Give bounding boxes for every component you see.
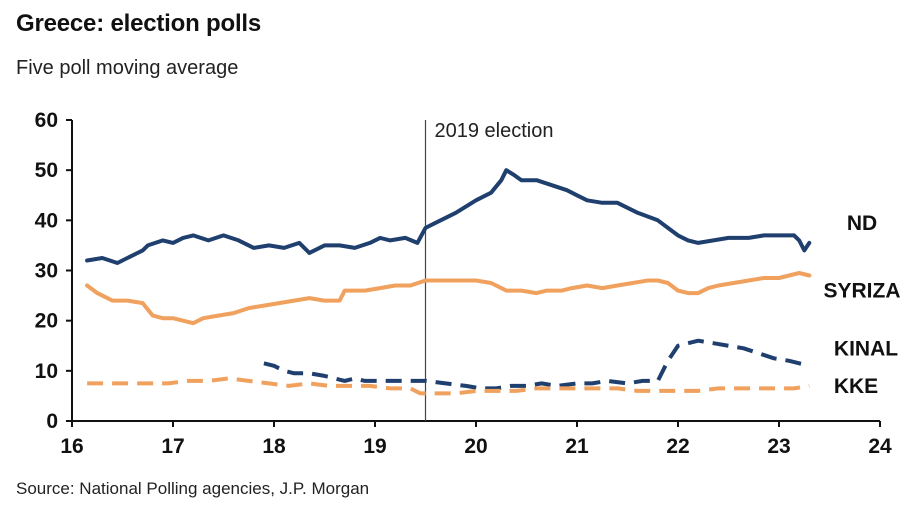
y-tick-label: 50 [35,159,58,182]
x-tick-label: 20 [464,435,487,458]
chart-subtitle: Five poll moving average [16,57,239,79]
y-tick-label: 0 [46,410,58,433]
series-label-nd: ND [847,212,877,235]
series-line-syriza [85,271,812,326]
series-line-kinal [263,338,810,391]
x-tick-label: 16 [60,435,83,458]
series-label-kke: KKE [834,375,878,398]
x-tick-label: 18 [262,435,286,458]
y-tick-label: 20 [35,310,58,333]
chart-source: Source: National Polling agencies, J.P. … [16,479,370,498]
line-chart: 0 10 20 30 40 50 60 16 17 18 19 20 21 22 23 24 2019 elec… [35,109,901,458]
election-marker-label: 2019 election [435,120,554,142]
series-label-syriza: SYRIZA [823,280,900,303]
y-tick-label: 60 [35,109,58,132]
series-line-nd [85,168,812,265]
x-tick-label: 19 [363,435,386,458]
series-label-kinal: KINAL [834,337,898,360]
series-line-kke [87,376,810,396]
chart-title: Greece: election polls [16,10,262,37]
x-tick-label: 22 [666,435,689,458]
x-tick-label: 21 [565,435,589,458]
x-tick-label: 17 [161,435,184,458]
y-tick-label: 10 [35,360,58,383]
y-tick-label: 40 [35,209,58,232]
x-tick-label: 23 [767,435,790,458]
x-tick-label: 24 [868,435,892,458]
y-tick-label: 30 [35,260,58,283]
